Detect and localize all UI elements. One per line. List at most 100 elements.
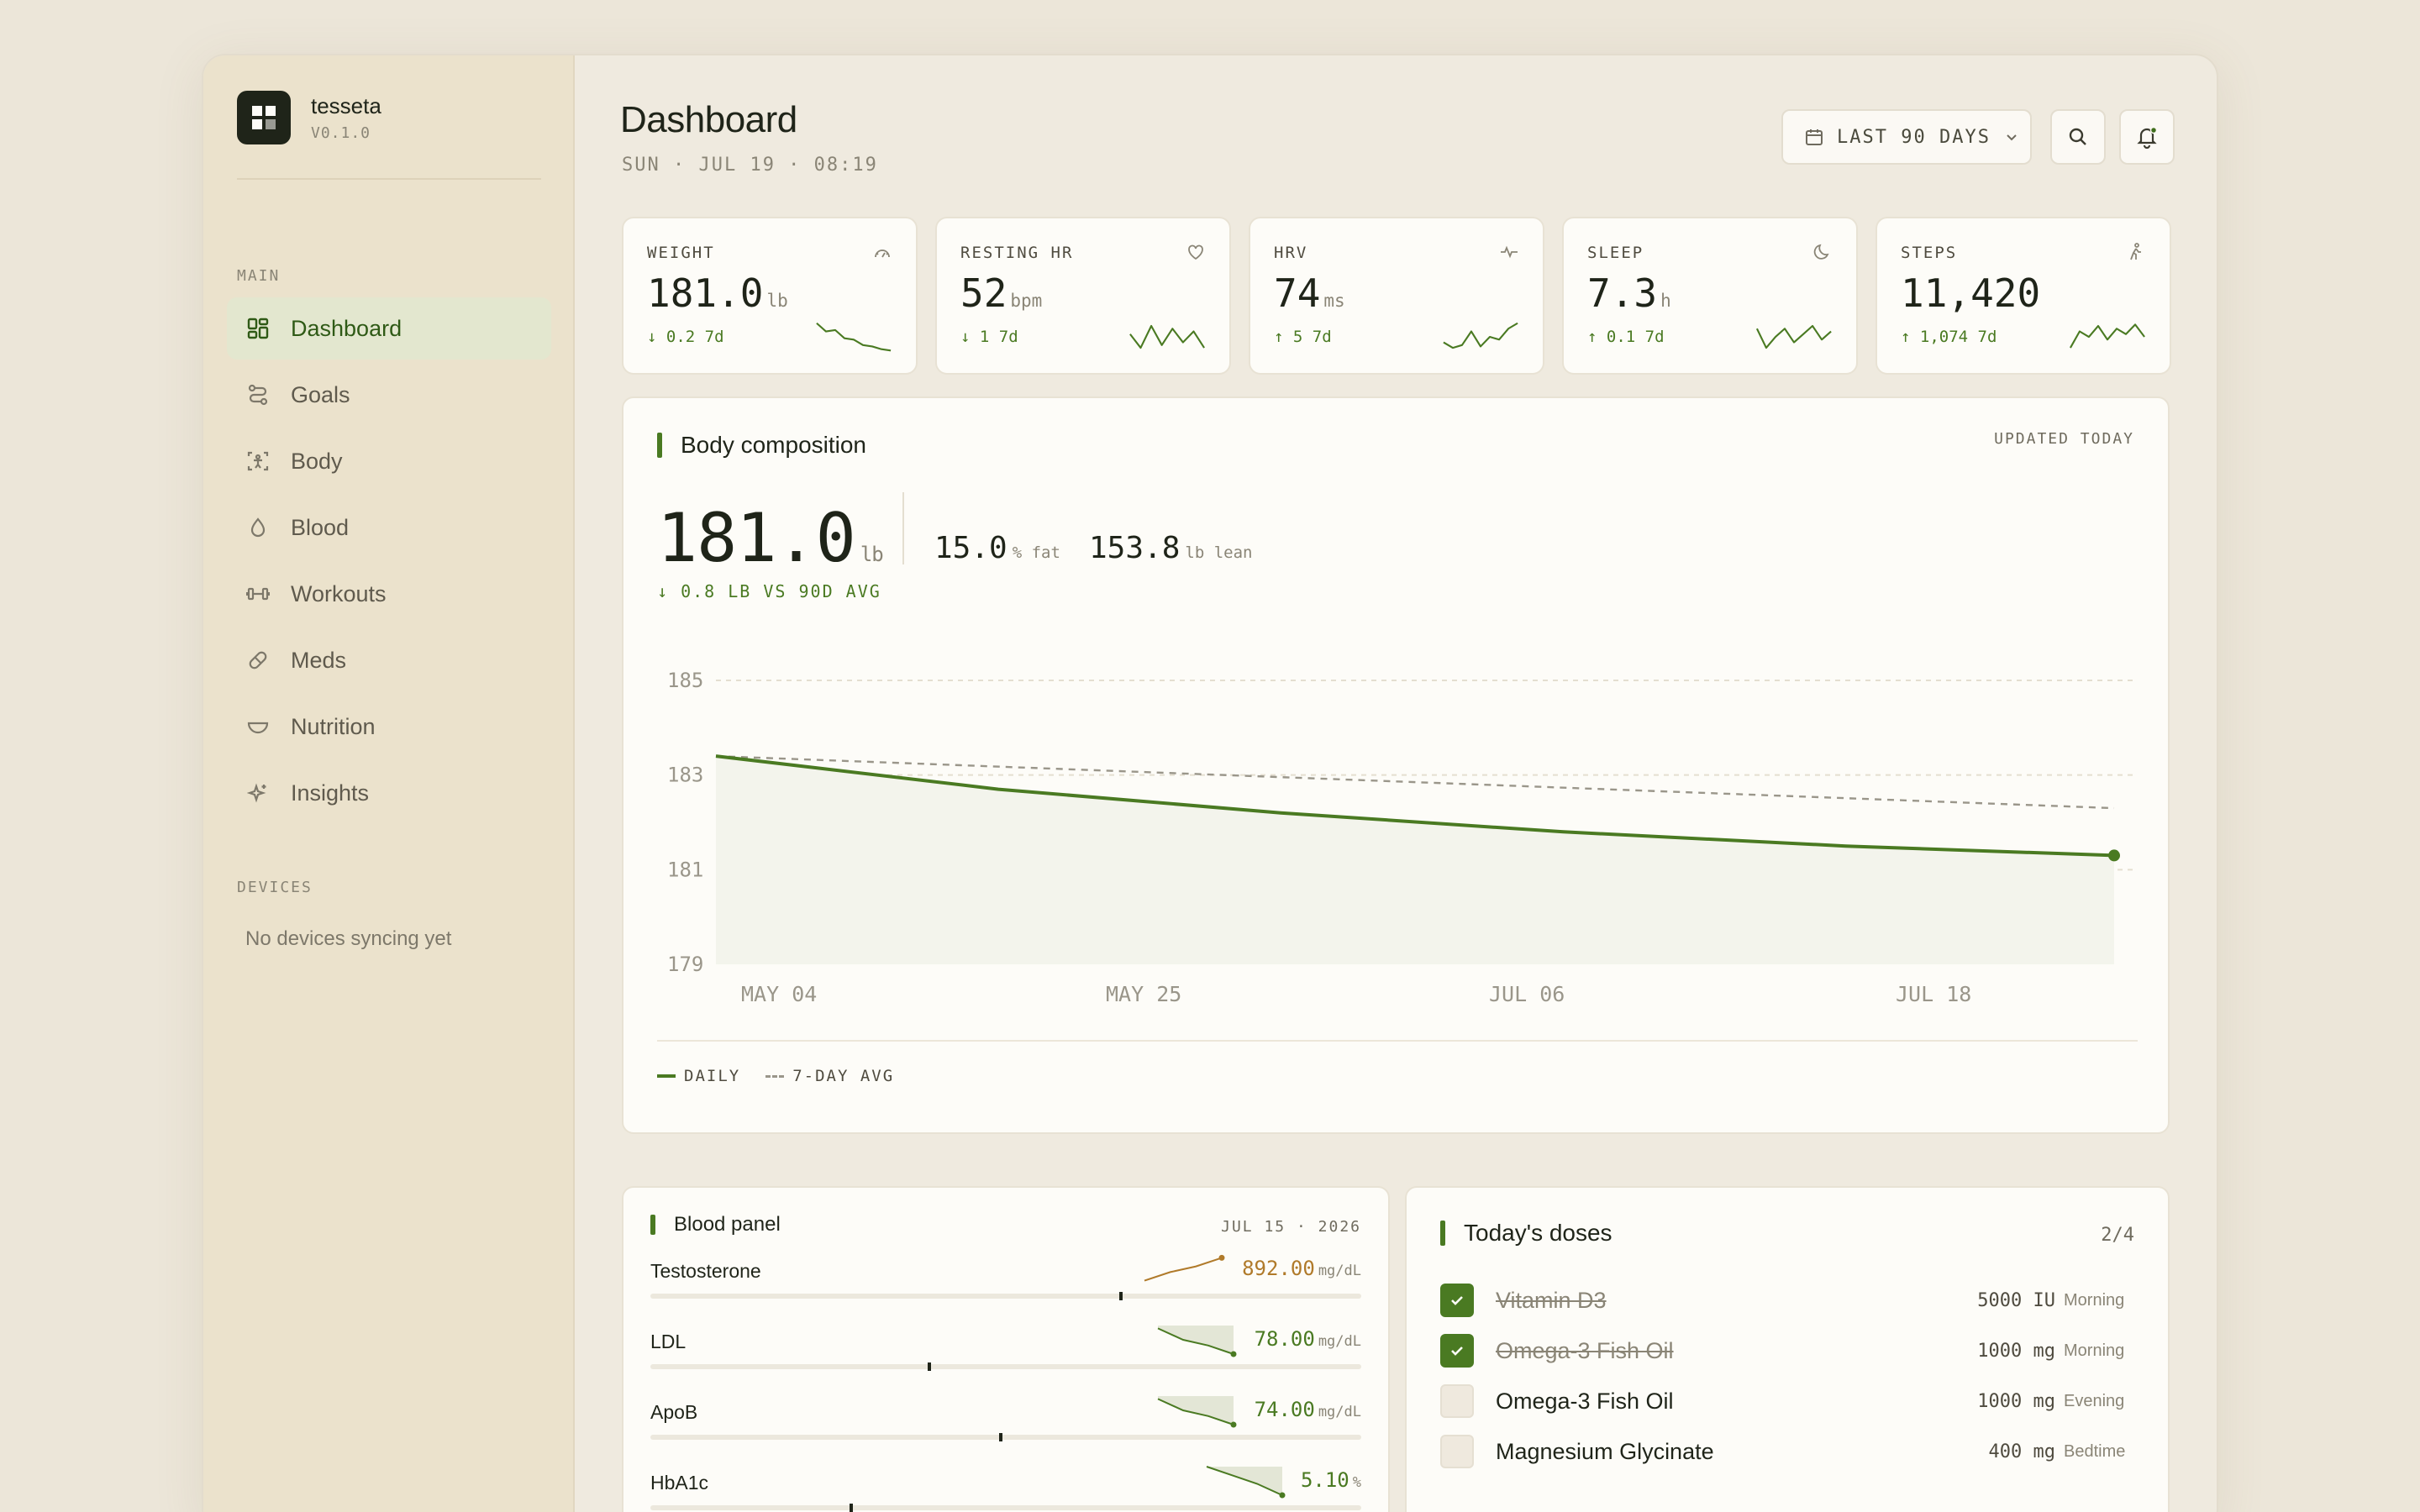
legend-avg-swatch <box>765 1074 785 1078</box>
x-tick-label: MAY 04 <box>741 982 817 1006</box>
sidebar-item-insights[interactable]: Insights <box>227 762 551 824</box>
stat-value: 52 bpm <box>960 270 1042 316</box>
sidebar-item-nutrition[interactable]: Nutrition <box>227 696 551 758</box>
section-title-label: Today's doses <box>1464 1220 1612 1246</box>
sidebar-item-label: Goals <box>291 381 350 407</box>
chart-legend: DAILY 7-DAY AVG <box>657 1067 894 1085</box>
lean-value: 153.8 <box>1089 531 1181 565</box>
page-title: Dashboard <box>620 99 797 140</box>
stat-delta: ↑ 5 7d <box>1274 328 1332 346</box>
sparkline-endpoint <box>1230 1421 1237 1428</box>
legend-daily-swatch <box>657 1074 676 1078</box>
stat-sparkline <box>1755 324 1832 349</box>
stat-card-resting-hr[interactable]: RESTING HR 52 bpm ↓ 1 7d <box>935 217 1231 375</box>
avg-series-line <box>715 754 2115 810</box>
stat-delta: ↓ 0.2 7d <box>647 328 724 346</box>
sidebar-item-dashboard[interactable]: Dashboard <box>227 297 551 360</box>
stat-label: WEIGHT <box>647 244 715 262</box>
sparkline-path <box>1157 1398 1234 1425</box>
dose-row[interactable]: Vitamin D3 5000 IU Morning <box>1440 1275 2134 1326</box>
stat-card-steps[interactable]: STEPS 11,420 ↑ 1,074 7d <box>1876 217 2171 375</box>
y-tick-label: 183 <box>667 764 703 787</box>
sidebar-item-goals[interactable]: Goals <box>227 364 551 426</box>
stat-delta: ↓ 1 7d <box>960 328 1018 346</box>
dose-checkbox[interactable] <box>1440 1334 1474 1368</box>
dumbbell-icon <box>245 581 271 606</box>
sparkline-area <box>1207 1467 1282 1495</box>
blood-row-testosterone[interactable]: Testosterone 892.00 mg/dL <box>650 1253 1361 1324</box>
stat-number: 181.0 <box>647 270 764 316</box>
sidebar-item-label: Blood <box>291 514 350 540</box>
blood-row-ldl[interactable]: LDL 78.00 mg/dL <box>650 1324 1361 1394</box>
reference-range-track <box>650 1504 1361 1512</box>
sidebar-item-workouts[interactable]: Workouts <box>227 563 551 625</box>
value-number: 74.00 <box>1254 1398 1315 1421</box>
fat-value: 15.0 <box>934 531 1007 565</box>
sidebar-nav: Dashboard Goals Body Blood <box>227 297 551 828</box>
sparkline-endpoint <box>1230 1351 1237 1357</box>
reference-range-track <box>650 1433 1361 1441</box>
blood-marker-name: HbA1c <box>650 1472 709 1494</box>
stat-card-hrv[interactable]: HRV 74 ms ↑ 5 7d <box>1249 217 1544 375</box>
sparkline-endpoint <box>1279 1492 1286 1499</box>
dose-time: Evening <box>2064 1391 2125 1410</box>
dose-row[interactable]: Omega-3 Fish Oil 1000 mg Morning <box>1440 1326 2134 1376</box>
app-name: tesseta <box>311 93 381 118</box>
dose-row[interactable]: Magnesium Glycinate 400 mg Bedtime <box>1440 1426 2134 1477</box>
search-button[interactable] <box>2050 109 2106 165</box>
grid-icon <box>245 316 271 341</box>
brand[interactable]: tesseta V0.1.0 <box>237 91 381 144</box>
date-range-button[interactable]: LAST 90 DAYS <box>1781 109 2032 165</box>
stat-card-weight[interactable]: WEIGHT 181.0 lb ↓ 0.2 7d <box>622 217 918 375</box>
sidebar-item-blood[interactable]: Blood <box>227 496 551 559</box>
stat-unit: ms <box>1323 291 1345 311</box>
stat-card-sleep[interactable]: SLEEP 7.3 h ↑ 0.1 7d <box>1562 217 1858 375</box>
reference-range-marker <box>998 1433 1002 1441</box>
check-icon <box>1451 1347 1463 1356</box>
stat-label: SLEEP <box>1587 244 1644 262</box>
body-composition-title: Body composition <box>657 432 866 459</box>
y-tick-label: 185 <box>667 669 703 692</box>
notifications-button[interactable] <box>2119 109 2175 165</box>
stat-value: 74 ms <box>1274 270 1345 316</box>
stat-sparkline <box>1443 322 1518 349</box>
app-logo-icon <box>237 91 291 144</box>
body-scan-icon <box>245 449 271 474</box>
sidebar-item-meds[interactable]: Meds <box>227 629 551 691</box>
value-number: 5.10 <box>1300 1468 1349 1492</box>
date-range-label: LAST 90 DAYS <box>1837 126 1991 148</box>
stat-value: 181.0 lb <box>647 270 788 316</box>
sparkle-icon <box>245 780 271 806</box>
fat-unit: % fat <box>1012 543 1060 562</box>
blood-marker-name: ApoB <box>650 1401 698 1423</box>
dose-checkbox[interactable] <box>1440 1284 1474 1317</box>
sidebar-item-body[interactable]: Body <box>227 430 551 492</box>
dose-checkbox[interactable] <box>1440 1384 1474 1418</box>
body-composition-chart: 185 183 181 179 MAY 04 MAY 25 JUL 06 JUL 18 <box>667 669 2136 1006</box>
blood-marker-name: LDL <box>650 1331 687 1352</box>
sparkline-path <box>2069 323 2145 349</box>
dose-row[interactable]: Omega-3 Fish Oil 1000 mg Evening <box>1440 1376 2134 1426</box>
section-accent <box>650 1215 655 1235</box>
stat-label: RESTING HR <box>960 244 1074 262</box>
dose-checkbox[interactable] <box>1440 1435 1474 1468</box>
dose-amount: 5000 IU <box>1977 1289 2055 1311</box>
blood-row-apob[interactable]: ApoB 74.00 mg/dL <box>650 1394 1361 1465</box>
body-composition-card: Body composition UPDATED TODAY 181.0 lb ↓… <box>622 396 2170 1134</box>
dose-amount: 400 mg <box>1988 1441 2055 1462</box>
stat-value: 11,420 <box>1901 270 2044 316</box>
fat-stat: 15.0 % fat <box>934 531 1060 565</box>
chart-divider <box>657 1040 2138 1042</box>
stat-delta: ↑ 0.1 7d <box>1587 328 1665 346</box>
route-icon <box>245 382 271 407</box>
blood-marker-name: Testosterone <box>650 1260 761 1282</box>
reference-range-marker <box>1119 1292 1123 1300</box>
main-content: Dashboard SUN · JUL 19 · 08:19 LAST 90 D… <box>575 55 2217 1512</box>
stat-number: 11,420 <box>1901 270 2041 316</box>
dose-name: Omega-3 Fish Oil <box>1496 1388 1674 1414</box>
blood-row-hba1c[interactable]: HbA1c 5.10% <box>650 1465 1361 1512</box>
legend-avg-label: 7-DAY AVG <box>792 1067 895 1085</box>
value-number: 78.00 <box>1254 1327 1315 1351</box>
daily-area <box>716 756 2114 964</box>
page-date: SUN · JUL 19 · 08:19 <box>622 155 878 176</box>
